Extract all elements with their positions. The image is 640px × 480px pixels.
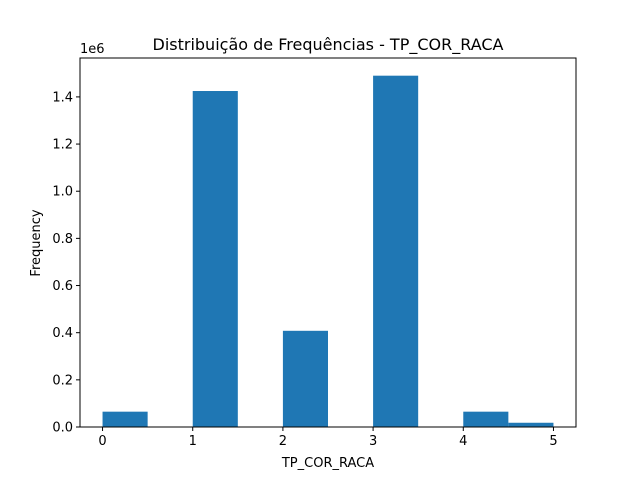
x-axis-label: TP_COR_RACA [281,456,374,471]
y-axis-label: Frequency [29,209,44,276]
histogram-bar-4 [463,411,509,427]
x-tick-label: 2 [279,434,287,449]
x-tick-label: 3 [369,434,377,449]
histogram-bar-5 [508,422,554,427]
y-tick-label: 0.8 [52,232,73,247]
y-axis-ticks: 0.0 0.2 0.4 0.6 0.8 1.0 1.2 1.4 [52,90,80,436]
y-tick-label: 1.4 [52,90,73,105]
x-tick-label: 1 [189,434,197,449]
y-tick-label: 0.0 [52,421,73,436]
histogram-bar-1 [192,91,238,427]
y-tick-label: 1.0 [52,185,73,200]
chart-title: Distribuição de Frequências - TP_COR_RAC… [153,35,504,55]
x-tick-label: 0 [98,434,106,449]
x-tick-label: 4 [459,434,467,449]
plot-frame [79,57,577,428]
y-tick-label: 0.4 [52,326,73,341]
y-tick-label: 0.6 [52,279,73,294]
bars-group [102,75,554,427]
histogram-bar-3 [373,75,419,427]
y-tick-label: 1.2 [52,138,73,153]
y-tick-label: 0.2 [52,373,73,388]
x-tick-label: 5 [549,434,557,449]
x-axis-ticks: 0 1 2 3 4 5 [98,427,558,449]
histogram-bar-2 [282,330,328,427]
histogram-bar-0 [102,411,148,427]
y-axis-offset-text: 1e6 [80,42,105,57]
